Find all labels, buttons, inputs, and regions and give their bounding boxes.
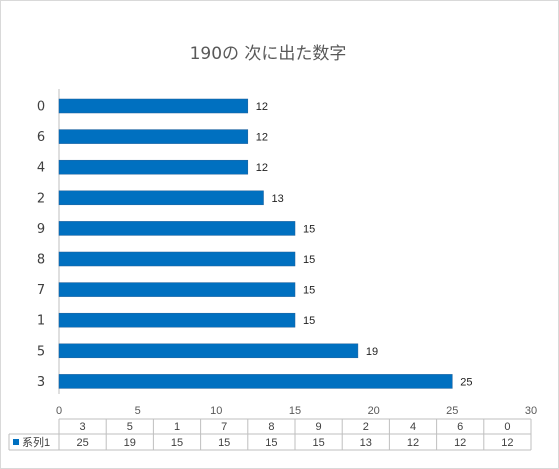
data-table: 3 25 5 19 1 15 7 15 8 15 9 15 2 13 4 12 6 12 0 12 系列1 xyxy=(8,418,532,451)
bar-8 xyxy=(58,251,296,267)
table-header-9: 9 xyxy=(316,421,322,433)
bar-9 xyxy=(58,221,296,236)
data-label-8: 15 xyxy=(303,254,315,266)
category-label-7: 7 xyxy=(37,283,45,298)
table-value-7: 15 xyxy=(218,437,230,449)
table-header-7: 7 xyxy=(221,421,227,433)
table-header-2: 2 xyxy=(363,421,369,433)
series-name: 系列1 xyxy=(22,435,50,449)
data-label-5: 19 xyxy=(366,346,378,358)
x-tick-label-10: 10 xyxy=(210,405,222,417)
data-label-4: 12 xyxy=(256,162,268,174)
bar-6 xyxy=(58,129,249,144)
x-tick-label-0: 0 xyxy=(56,405,62,417)
bar-0 xyxy=(58,98,249,114)
x-tick-label-15: 15 xyxy=(289,405,301,417)
data-label-2: 13 xyxy=(272,193,284,205)
x-tick-label-30: 30 xyxy=(525,405,537,417)
data-label-9: 15 xyxy=(303,223,315,235)
x-tick-label-20: 20 xyxy=(368,405,380,417)
category-label-5: 5 xyxy=(37,344,45,359)
table-value-1: 15 xyxy=(171,437,183,449)
category-label-2: 2 xyxy=(37,191,45,206)
data-label-3: 25 xyxy=(460,376,472,388)
data-label-6: 12 xyxy=(256,132,268,144)
data-label-1: 15 xyxy=(303,315,315,327)
data-label-7: 15 xyxy=(303,285,315,297)
category-label-9: 9 xyxy=(37,222,45,237)
table-header-1: 1 xyxy=(174,421,180,433)
table-value-6: 12 xyxy=(454,437,466,449)
table-header-3: 3 xyxy=(80,421,86,433)
category-label-1: 1 xyxy=(37,314,45,329)
table-header-0: 0 xyxy=(504,421,510,433)
legend-key xyxy=(13,439,19,445)
data-label-0: 12 xyxy=(256,101,268,113)
table-value-2: 13 xyxy=(360,437,372,449)
table-header-8: 8 xyxy=(268,421,274,433)
table-value-0: 12 xyxy=(501,437,513,449)
table-value-4: 12 xyxy=(407,437,419,449)
bar-4 xyxy=(58,159,249,175)
category-label-0: 0 xyxy=(37,100,45,115)
category-label-6: 6 xyxy=(37,130,45,145)
bar-1 xyxy=(58,312,296,328)
table-value-8: 15 xyxy=(265,437,277,449)
table-header-4: 4 xyxy=(410,421,416,433)
x-tick-label-25: 25 xyxy=(446,405,458,417)
table-header-6: 6 xyxy=(457,421,463,433)
bar-7 xyxy=(58,282,296,297)
table-value-3: 25 xyxy=(76,437,88,449)
bar-5 xyxy=(58,343,359,359)
category-label-3: 3 xyxy=(37,375,45,390)
bar-3 xyxy=(58,374,453,389)
x-tick-label-5: 5 xyxy=(135,405,141,417)
chart-title: 190の 次に出た数字 xyxy=(190,44,347,64)
bar-2 xyxy=(58,190,264,206)
table-header-5: 5 xyxy=(127,421,133,433)
plot-area: 0 12 6 12 4 12 2 13 9 15 8 15 7 15 1 15 5 19 3 25 0 5 10 15 20 25… xyxy=(37,89,537,417)
table-value-9: 15 xyxy=(312,437,324,449)
table-value-5: 19 xyxy=(124,437,136,449)
category-label-8: 8 xyxy=(37,253,45,268)
category-label-4: 4 xyxy=(37,161,45,176)
